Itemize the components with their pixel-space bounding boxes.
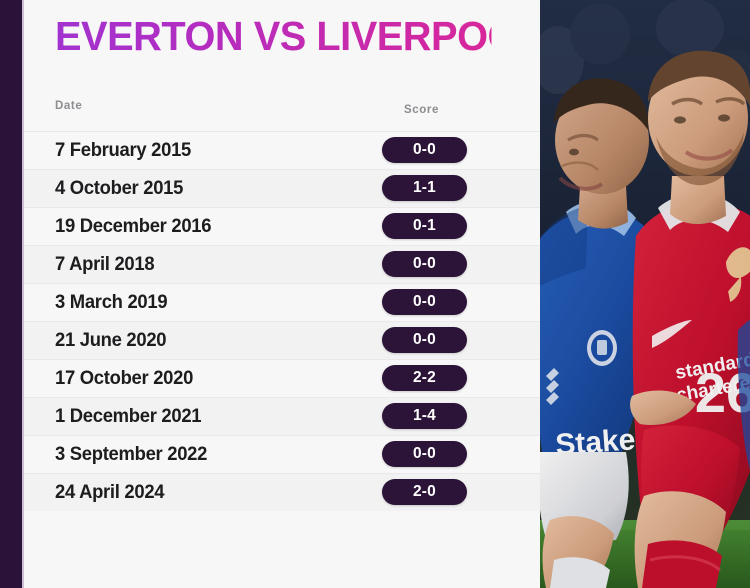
page-title: EVERTON VS LIVERPOOL — [55, 13, 542, 59]
score-badge: 1-4 — [382, 403, 467, 429]
fixture-date: 24 April 2024 — [55, 482, 165, 503]
score-badge: 2-2 — [382, 365, 467, 391]
fixture-date: 7 February 2015 — [55, 140, 191, 161]
table-row[interactable]: 19 December 2016 0-1 — [24, 207, 540, 245]
table-row[interactable]: 17 October 2020 2-2 — [24, 359, 540, 397]
column-header-score: Score — [404, 104, 439, 116]
table-row[interactable]: 1 December 2021 1-4 — [24, 397, 540, 435]
fixtures-card: EVERTON VS LIVERPOOL Date Score 7 Februa… — [24, 0, 542, 588]
fixture-date: 3 September 2022 — [55, 444, 208, 465]
score-badge: 0-0 — [382, 327, 467, 353]
fixture-date: 1 December 2021 — [55, 406, 202, 427]
fixture-date: 7 April 2018 — [55, 254, 155, 275]
match-photo: Stake .com — [540, 0, 750, 588]
score-badge: 2-0 — [382, 479, 467, 505]
rail-edge-divider — [22, 0, 24, 588]
score-badge: 0-0 — [382, 251, 467, 277]
table-row[interactable]: 21 June 2020 0-0 — [24, 321, 540, 359]
table-row[interactable]: 7 February 2015 0-0 — [24, 131, 540, 169]
column-header-date: Date — [55, 100, 83, 112]
fixture-date: 21 June 2020 — [55, 330, 167, 351]
fixtures-table: 7 February 2015 0-0 4 October 2015 1-1 19 De… — [24, 131, 540, 511]
score-badge: 0-0 — [382, 441, 467, 467]
fixture-date: 4 October 2015 — [55, 178, 184, 199]
table-row[interactable]: 7 April 2018 0-0 — [24, 245, 540, 283]
column-headers: Date Score — [24, 96, 540, 126]
score-badge: 0-1 — [382, 213, 467, 239]
score-badge: 1-1 — [382, 175, 467, 201]
score-badge: 0-0 — [382, 289, 467, 315]
table-row[interactable]: 24 April 2024 2-0 — [24, 473, 540, 511]
table-row[interactable]: 3 September 2022 0-0 — [24, 435, 540, 473]
fixture-date: 3 March 2019 — [55, 292, 168, 313]
fixture-date: 17 October 2020 — [55, 368, 194, 389]
match-photo-illustration: Stake .com — [540, 0, 750, 588]
score-badge: 0-0 — [382, 137, 467, 163]
table-row[interactable]: 3 March 2019 0-0 — [24, 283, 540, 321]
table-row[interactable]: 4 October 2015 1-1 — [24, 169, 540, 207]
left-accent-rail — [0, 0, 22, 588]
fixture-date: 19 December 2016 — [55, 216, 212, 237]
